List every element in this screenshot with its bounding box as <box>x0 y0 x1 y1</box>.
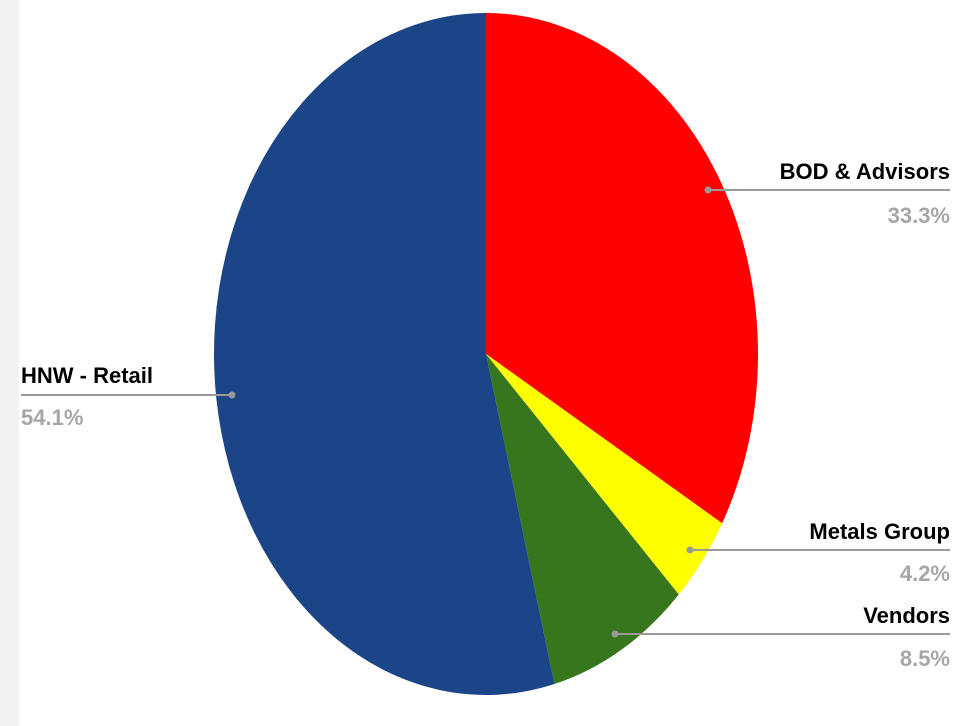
slice-label: Vendors <box>863 603 950 628</box>
leader-dot <box>704 186 712 194</box>
pie-slice-vendors <box>486 354 679 685</box>
pie-slices <box>214 13 759 695</box>
pie-slice-bod-advisors <box>486 13 759 524</box>
slice-label: BOD & Advisors <box>780 159 950 184</box>
leader-dot <box>686 546 694 554</box>
pie-labels: BOD & Advisors 33.3% Metals Group 4.2% Vendo… <box>21 159 950 671</box>
slice-label: HNW - Retail <box>21 363 153 388</box>
slice-value-label: 8.5% <box>900 646 950 671</box>
pie-slice-hnw-retail <box>214 13 555 695</box>
slice-value-label: 33.3% <box>888 203 950 228</box>
leader-dot <box>228 391 236 399</box>
slice-value-label: 4.2% <box>900 561 950 586</box>
slice-value-label: 54.1% <box>21 405 83 430</box>
slice-label: Metals Group <box>809 519 950 544</box>
pie-slice-metals-group <box>486 354 723 595</box>
leader-dot <box>611 630 619 638</box>
